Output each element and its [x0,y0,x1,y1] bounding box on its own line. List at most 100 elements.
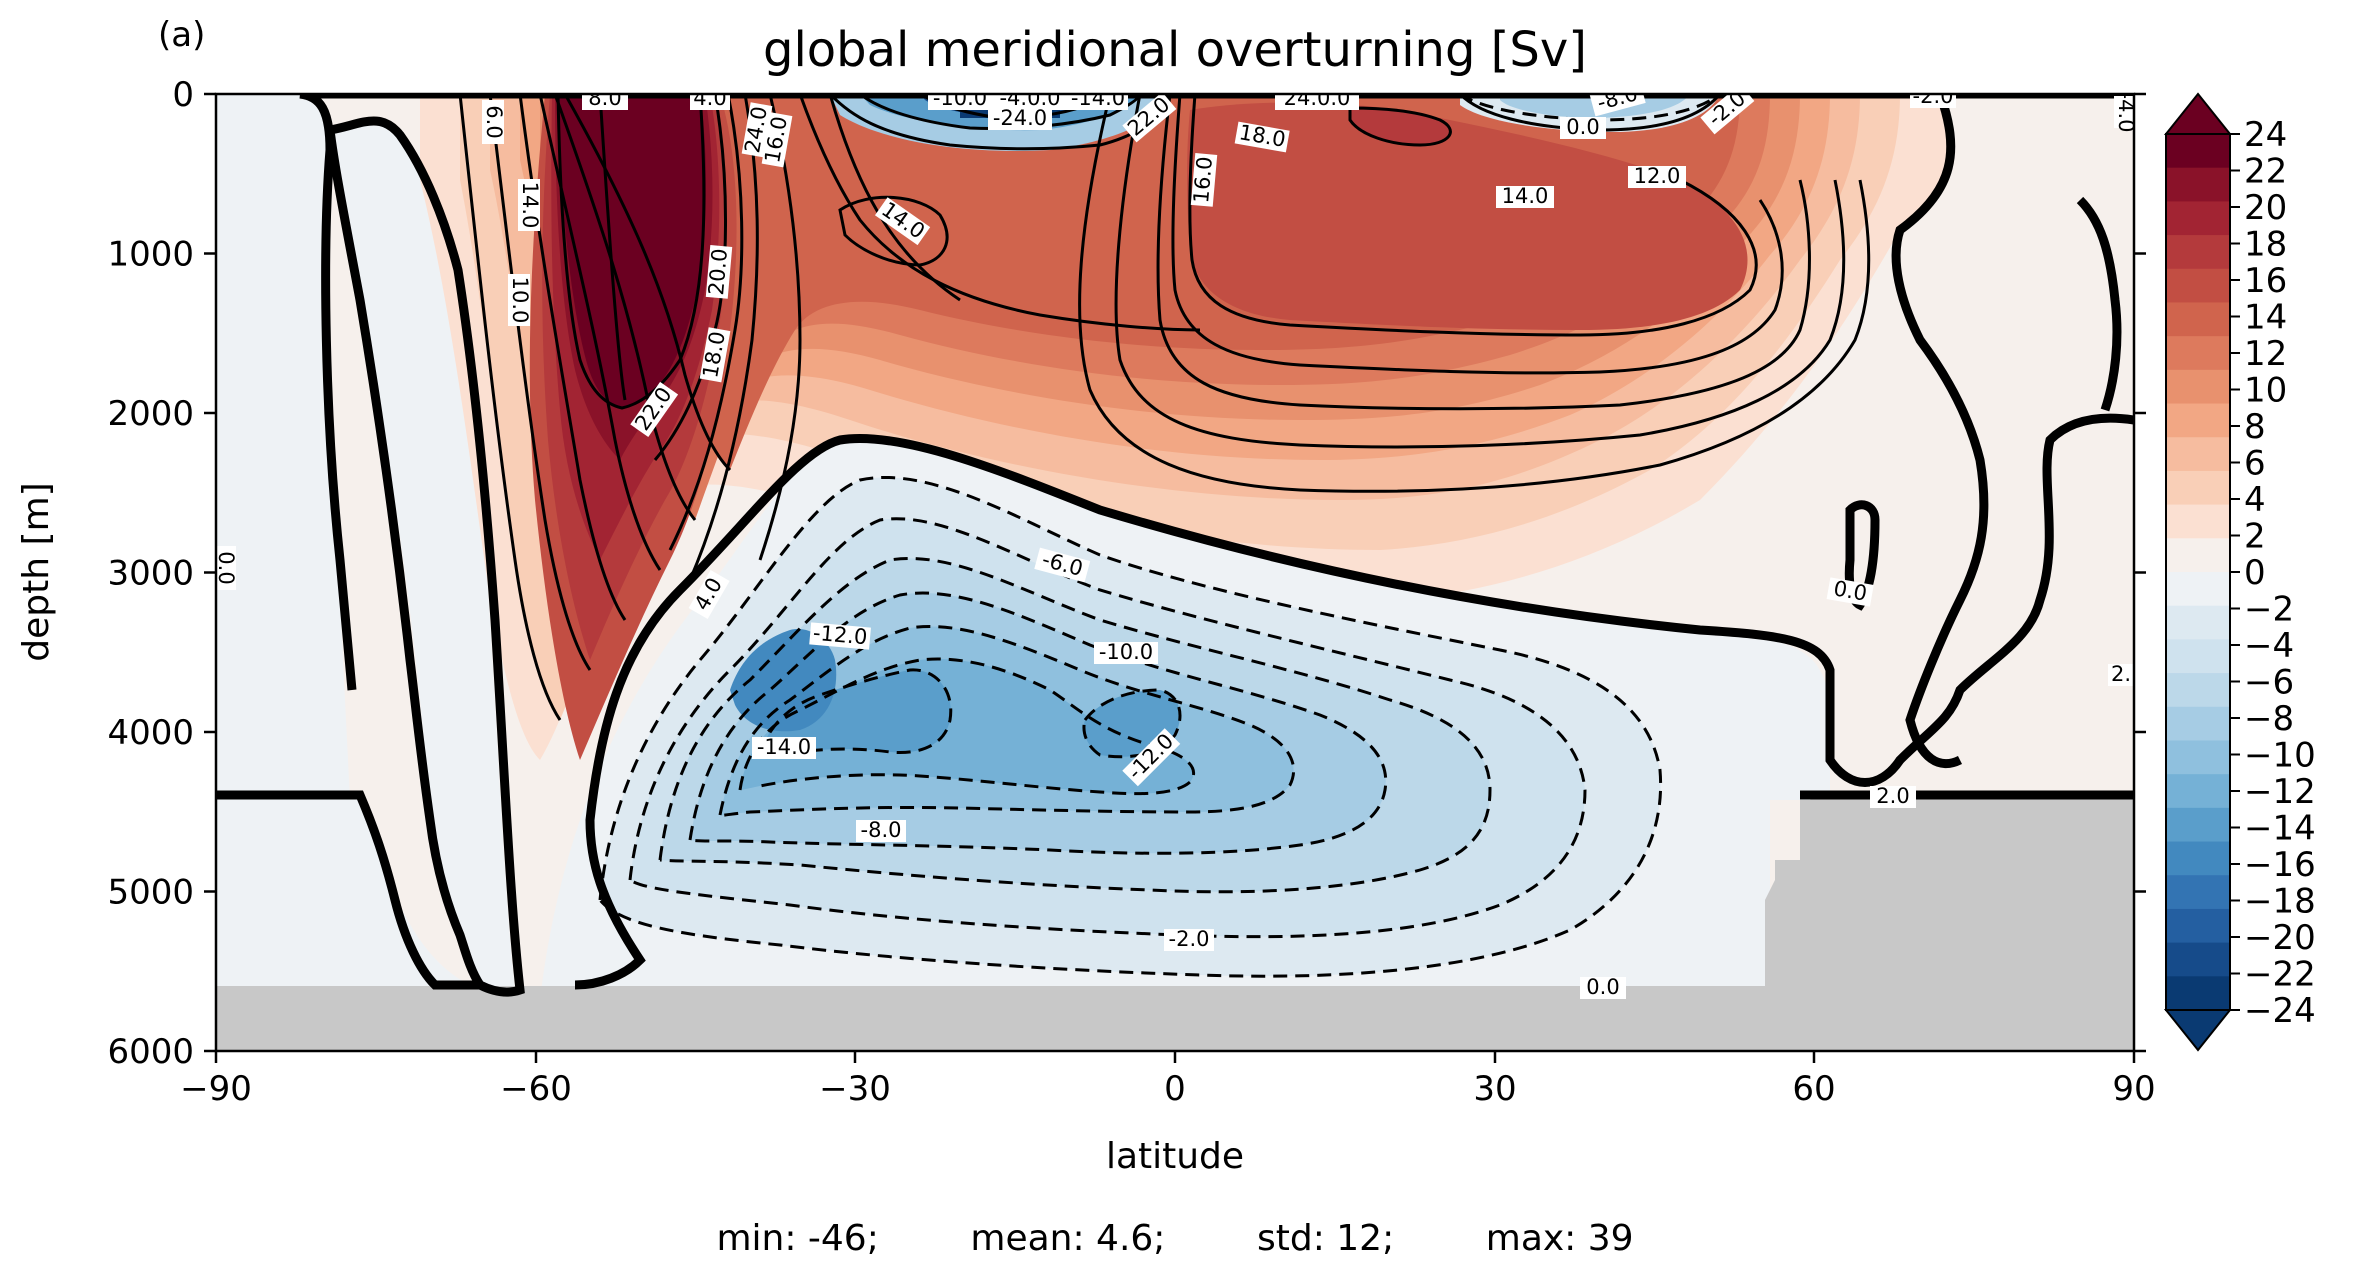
southern-pale-column [330,121,515,991]
svg-text:-10.0: -10.0 [933,86,987,110]
y-tick-labels: 0 1000 2000 3000 4000 5000 6000 [107,75,194,1072]
colorbar-tick-label: −18 [2244,882,2316,922]
contour-label: -14.0 [1068,86,1128,110]
x-tick-label: −90 [180,1069,252,1109]
colorbar-tick-label: 8 [2244,407,2266,447]
y-tick-label: 5000 [107,873,194,913]
y-tick-label: 2000 [107,394,194,434]
colorbar-extend-bottom [2163,1009,2233,1052]
y-tick-label: 1000 [107,235,194,275]
plot-area: 8.0 4.0 24.0 16.0 -10.0 -4.0.0 -14.0 -24… [214,86,2134,1051]
colorbar-segment [2166,268,2230,303]
colorbar-tick-label: −20 [2244,918,2316,958]
colorbar-tick-label: −14 [2244,809,2316,849]
svg-text:6.0: 6.0 [482,105,506,138]
contour-label: 8.0 [582,86,628,110]
contour-label: 24.0.0 [1275,94,1359,110]
contour-label: 12.0 [1628,164,1686,188]
y-axis-label: depth [m] [16,482,57,661]
colorbar-segment [2166,504,2230,539]
svg-text:-14.0: -14.0 [757,735,811,759]
colorbar-segment [2166,774,2230,809]
svg-text:8.0: 8.0 [588,86,621,110]
svg-text:-14.0: -14.0 [1071,86,1125,110]
colorbar-segment [2166,437,2230,472]
contour-label: 2. [2108,662,2134,686]
x-tick-label: 0 [1164,1069,1186,1109]
contour-label: -24.0 [988,106,1052,130]
contour-label: 0.0 [1580,975,1626,999]
contour-label: -8.0 [856,818,906,842]
svg-text:-10.0: -10.0 [1099,640,1153,664]
contour-label: -4.0.0 [992,86,1068,110]
y-axis [204,92,2146,1053]
contour-label: 16.0 [1189,153,1218,207]
x-axis-label: latitude [1106,1136,1244,1177]
svg-text:4.0: 4.0 [693,86,726,110]
colorbar-tick-label: −12 [2244,772,2316,812]
colorbar-tick-label: 14 [2244,298,2287,338]
contour-label: 6.0 [482,100,506,144]
svg-text:16.0: 16.0 [1189,155,1217,204]
contour-label: -10.0 [928,86,992,110]
contour-label: 20.0 [704,245,733,299]
colorbar-segment [2166,908,2230,944]
colorbar-segment [2166,942,2230,977]
colorbar-tick-label: −24 [2244,991,2316,1031]
colorbar-tick-label: 20 [2244,188,2287,228]
svg-text:0.0: 0.0 [1586,975,1619,999]
colorbar-segment [2166,807,2230,843]
x-tick-label: 60 [1792,1069,1835,1109]
contour-label: 24.0 [740,102,773,158]
colorbar-segment [2166,673,2230,708]
colorbar-segment [2166,706,2230,741]
svg-text:14.0: 14.0 [518,182,542,229]
colorbar-tick-label: 2 [2244,517,2266,557]
zero-contour-lines [216,94,2134,997]
contour-label: -12.0 [809,621,871,650]
contour-label: 0.0 [214,546,238,590]
svg-text:0.0: 0.0 [1832,576,1869,605]
colorbar-ticks: 242220181614121086420−2−4−6−8−10−12−14−1… [2230,115,2316,1031]
svg-text:-8.0: -8.0 [861,818,902,842]
contour-label: -14.0 [752,735,816,759]
colorbar-segment [2166,605,2230,640]
y-tick-label: 6000 [107,1032,194,1072]
svg-text:10.0: 10.0 [508,277,532,324]
svg-text:-2.0: -2.0 [1169,927,1210,951]
colorbar-tick-label: −22 [2244,955,2316,995]
colorbar-tick-label: −2 [2244,590,2294,630]
colorbar-segment [2166,235,2230,270]
contour-label: 0.0 [1826,576,1874,607]
colorbar-segment [2166,572,2230,607]
svg-text:2.: 2. [2111,662,2131,686]
y-tick-label: 0 [172,75,194,115]
contour-label: -10.0 [1094,640,1158,664]
svg-text:12.0: 12.0 [1634,164,1681,188]
colorbar-tick-label: 0 [2244,553,2266,593]
colorbar-segment [2166,369,2230,405]
colorbar-segment [2166,134,2230,169]
colorbar-segment [2166,201,2230,236]
summary-stats: min: -46; mean: 4.6; std: 12; max: 39 [716,1218,1633,1259]
colorbar-segment [2166,403,2230,438]
panel-label: (a) [158,15,205,55]
colorbar-tick-label: 22 [2244,152,2287,192]
svg-text:0.0: 0.0 [1566,115,1599,139]
colorbar-tick-label: 12 [2244,334,2287,374]
svg-text:-24.0: -24.0 [993,106,1047,130]
svg-text:-12.0: -12.0 [812,621,868,650]
contour-label: 10.0 [508,274,532,326]
colorbar-segment [2166,538,2230,573]
contour-label: 0.0 [1560,115,1606,139]
svg-text:-4.0.0: -4.0.0 [999,86,1060,110]
contour-label: 2.0 [1870,784,1916,808]
svg-text:2.0: 2.0 [1876,784,1909,808]
negative-background [216,94,350,800]
x-tick-label: −60 [500,1069,572,1109]
colorbar-tick-label: 10 [2244,371,2287,411]
svg-text:14.0: 14.0 [1502,184,1549,208]
contour-label: 4.0 [690,86,730,110]
svg-text:0.0: 0.0 [214,551,238,584]
